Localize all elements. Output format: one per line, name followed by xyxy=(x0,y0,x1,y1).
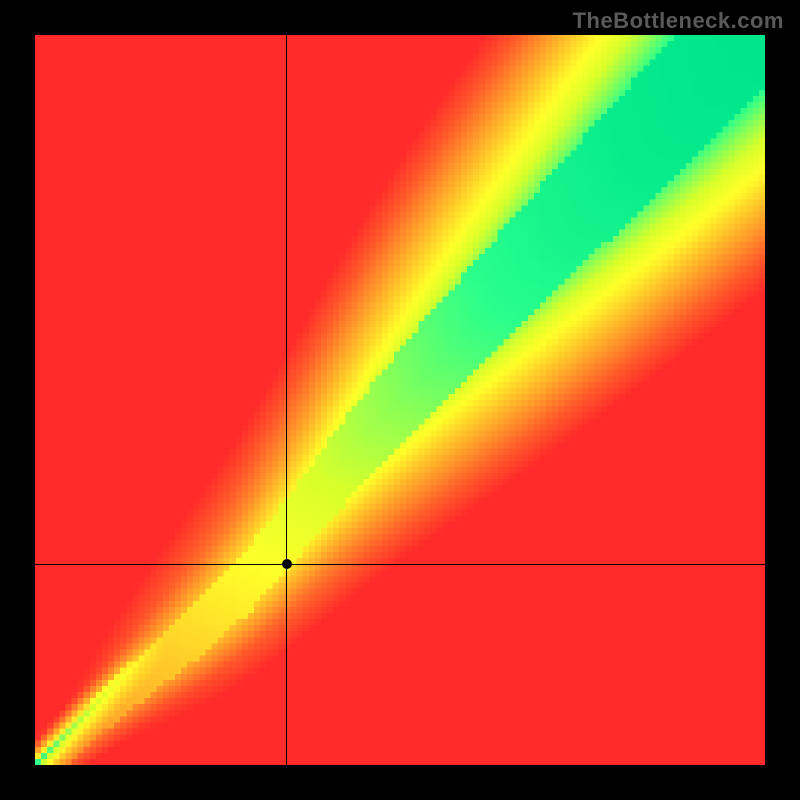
heatmap-canvas xyxy=(35,35,765,765)
marker-dot xyxy=(282,559,292,569)
crosshair-horizontal xyxy=(35,564,765,565)
chart-container: TheBottleneck.com xyxy=(0,0,800,800)
watermark-label: TheBottleneck.com xyxy=(573,8,784,34)
crosshair-vertical xyxy=(286,35,287,765)
